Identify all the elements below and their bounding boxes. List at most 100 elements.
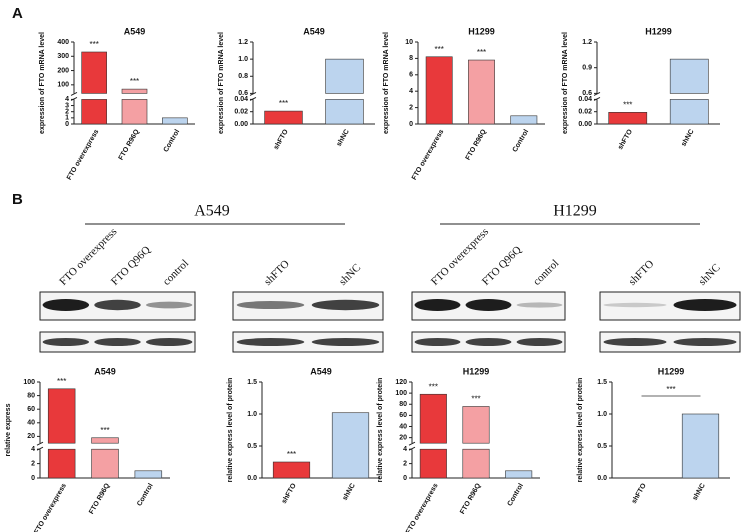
significance: *** [287, 450, 296, 459]
axis-break [70, 96, 78, 101]
y-axis-label: expression of FTO mRNA level [218, 32, 225, 134]
y-tick-label: 1.0 [597, 411, 607, 418]
y-axis-label: expression of FTO mRNA level [39, 32, 46, 134]
blot-band [145, 301, 193, 309]
y-tick-label: 100 [395, 390, 407, 397]
axis-break [593, 96, 601, 101]
significance: *** [89, 40, 98, 49]
chart-title: H1299 [645, 26, 672, 36]
y-tick-label: 0.9 [582, 65, 592, 72]
y-tick-label: 2 [31, 460, 35, 467]
significance: *** [471, 395, 480, 404]
x-tick-label: shFTO [617, 128, 634, 151]
bar [510, 115, 538, 125]
x-tick-label: FTO overexpress [66, 128, 101, 181]
y-tick-label: 0 [403, 475, 407, 482]
bar [505, 470, 533, 479]
y-tick-label: 0.04 [234, 96, 248, 103]
axis-break [36, 446, 44, 451]
significance: *** [623, 100, 632, 109]
chart-title: A549 [124, 26, 146, 36]
lane-label: shNC [337, 262, 363, 288]
x-tick-label: Control [163, 128, 182, 153]
bar [264, 110, 303, 125]
y-tick-label: 0.5 [597, 443, 607, 450]
panel-label: A [12, 5, 23, 22]
bar [134, 470, 163, 479]
blot-band [311, 338, 380, 346]
bar [272, 461, 311, 479]
y-tick-label: 100 [23, 379, 35, 386]
y-tick-label: 4 [65, 96, 69, 103]
bar [419, 448, 447, 479]
x-tick-label: shNC [336, 128, 351, 147]
y-tick-label: 0.5 [247, 443, 257, 450]
bar [669, 58, 709, 94]
lane-label: control [161, 257, 192, 288]
y-tick-label: 1.0 [238, 56, 248, 63]
y-tick-label: 0 [65, 121, 69, 128]
significance: *** [130, 77, 139, 86]
bar [91, 437, 119, 444]
axis-break [408, 441, 416, 446]
bar [608, 112, 648, 125]
x-tick-label: FTO overexpress [411, 128, 446, 181]
y-tick-label: 0.02 [234, 109, 248, 116]
bar [462, 448, 490, 479]
chart-title: A549 [303, 26, 325, 36]
y-tick-label: 0.8 [238, 73, 248, 80]
lane-label: shFTO [626, 258, 656, 288]
x-tick-label: Control [136, 482, 155, 507]
x-tick-label: shFTO [631, 482, 648, 505]
bar [681, 413, 720, 479]
y-tick-label: 0 [409, 121, 413, 128]
bar [325, 58, 364, 94]
y-tick-label: 4 [403, 446, 407, 453]
x-tick-label: Control [512, 128, 531, 153]
lane-label: shNC [696, 262, 722, 288]
blot-title: A549 [194, 203, 230, 220]
y-tick-label: 80 [27, 392, 35, 399]
chart-title: A549 [94, 366, 116, 376]
y-tick-label: 120 [395, 379, 407, 386]
significance: *** [429, 382, 438, 391]
blot-band [42, 338, 90, 346]
y-tick-label: 4 [409, 88, 413, 95]
blot-frame [232, 331, 384, 353]
blot-band [516, 302, 563, 308]
blot-band [414, 299, 461, 311]
y-tick-label: 0.0 [597, 475, 607, 482]
significance: *** [666, 385, 675, 394]
x-tick-label: FTO R96Q [465, 128, 488, 162]
blot-band [465, 299, 512, 311]
y-tick-label: 100 [57, 82, 69, 89]
y-tick-label: 60 [399, 412, 407, 419]
x-tick-label: FTO overexpress [405, 482, 440, 532]
blot-band [673, 299, 737, 311]
blot-band [311, 299, 380, 311]
bar [121, 99, 148, 125]
lane-label: FTO Q96Q [480, 244, 524, 288]
bar [669, 99, 709, 125]
y-tick-label: 300 [57, 53, 69, 60]
x-tick-label: shFTO [273, 128, 290, 151]
blot-band [42, 299, 90, 311]
chart-title: H1299 [468, 26, 495, 36]
y-tick-label: 0.6 [238, 90, 248, 97]
bar [81, 99, 107, 125]
bar [81, 51, 107, 94]
significance: *** [434, 45, 443, 54]
y-axis-label: expression of FTO mRNA level [383, 32, 390, 134]
blot-band [236, 301, 305, 309]
y-axis-label: relative express level of protein [377, 378, 384, 483]
y-tick-label: 2 [409, 104, 413, 111]
bar [325, 99, 364, 125]
y-tick-label: 0.00 [234, 121, 248, 128]
y-axis-label: relative express [5, 403, 12, 456]
bar [47, 388, 76, 444]
axis-break [36, 441, 44, 446]
y-tick-label: 2 [65, 109, 69, 116]
panel-label: B [12, 191, 23, 208]
y-tick-label: 8 [409, 55, 413, 62]
x-tick-label: shFTO [281, 482, 298, 505]
